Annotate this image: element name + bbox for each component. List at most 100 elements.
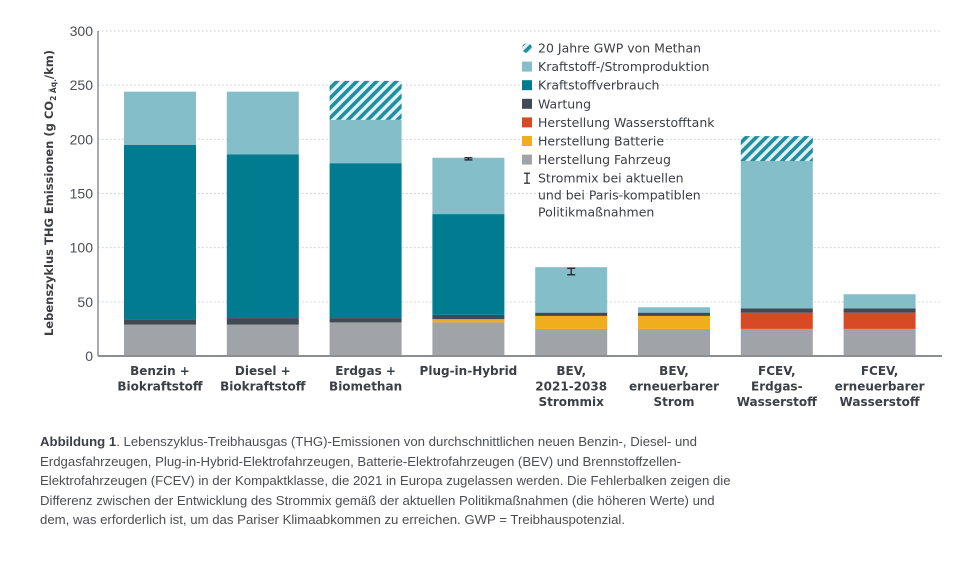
bar-segment [740,308,813,313]
y-axis-label-unit: /km) [42,50,56,79]
legend-swatch [522,61,532,72]
bar-stack [843,294,916,356]
y-tick-label: 300 [70,23,94,39]
stacked-bar-chart: 0 50 100 150 200 250 300 Lebenszyklus THG Emis… [42,23,942,409]
category-label: FCEV, Erdgas-Wasserstoff [737,364,817,409]
bar-segment [329,163,402,319]
category-label-line: Diesel + [235,364,291,378]
y-tick-label: 250 [70,77,94,93]
category-label: FCEV, erneuerbarer Wasserstoff [835,364,925,409]
bar-segment [740,136,813,161]
category-label-line: Erdgas- [751,380,803,394]
bar-segment [226,318,299,325]
category-label-line: Benzin + [130,364,190,378]
bar-stack [329,80,402,356]
bar-segment [740,312,813,329]
bar-segment [638,312,710,316]
legend-label-continued: Politikmaßnahmen [538,205,654,220]
bar-segment [638,315,710,329]
bar-segment [226,324,299,356]
category-label-line: Wasserstoff [737,395,817,409]
bar-stack [638,307,710,356]
legend-swatch [522,117,532,128]
bar-segment [843,294,916,309]
category-label: Erdgas + Biomethan [329,364,402,394]
bar-segment [432,157,505,215]
category-label-line: Plug-in-Hybrid [420,364,518,378]
caption-text: . Lebenszyklus-Treibhausgas (THG)-Emissi… [40,434,731,527]
bar-stack [535,267,608,356]
bar-segment [740,328,813,356]
category-label: Plug-in-Hybrid [420,364,518,378]
category-label-line: FCEV, [861,364,899,378]
bar-stack [432,157,505,356]
y-axis-label-subscript: 2 Äq. [49,79,58,101]
category-label: BEV, 2021-2038 Strommix [535,364,607,409]
legend-label: Herstellung Fahrzeug [538,152,671,167]
bar-segment [432,214,505,315]
legend-item: Herstellung Wasserstofftank [522,115,715,130]
bar-segment [638,328,710,356]
bars [124,80,916,356]
bar-segment [124,319,196,325]
bar-segment [843,312,916,329]
bar-segment [535,312,608,316]
category-label-line: Strom [653,395,694,409]
bar-segment [843,328,916,356]
category-labels: Benzin + Biokraftstoff Diesel + Biokraftsto… [117,364,924,409]
bar-segment [329,322,402,356]
legend-item: Wartung [522,96,591,111]
bar-stack [740,136,813,356]
figure-caption: Abbildung 1. Lebenszyklus-Treibhausgas (… [40,432,740,530]
legend-label-continued: und bei Paris-kompatiblen [538,188,701,203]
bar-segment [432,322,505,356]
category-label: Diesel + Biokraftstoff [220,364,306,394]
legend-swatch [522,136,532,146]
y-tick-label: 150 [70,186,94,202]
bar-segment [124,324,196,356]
category-label-line: Wasserstoff [840,395,920,409]
caption-label: Abbildung 1 [40,434,117,449]
bar-segment [329,80,402,120]
legend-errorbar-icon [524,172,530,184]
y-tick-labels: 0 50 100 150 200 250 300 [70,23,94,364]
error-bar [567,267,576,276]
bar-segment [740,161,813,309]
bar-segment [124,91,196,145]
y-tick-label: 100 [70,240,94,256]
axes [97,31,942,357]
y-tick-label: 50 [77,294,93,310]
legend-swatch [522,80,532,91]
category-label-line: Biomethan [329,380,402,394]
category-label: BEV, erneuerbarer Strom [629,364,719,409]
bar-segment [432,314,505,320]
legend-item: Herstellung Batterie [522,134,664,149]
legend-label: 20 Jahre GWP von Methan [538,41,701,56]
category-label-line: FCEV, [758,364,796,378]
category-label-line: Strommix [538,395,604,409]
category-label: Benzin + Biokraftstoff [117,364,203,394]
y-axis-label-main: Lebenszyklus THG Emissionen (g CO [42,101,56,336]
legend-swatch-hatch [522,43,532,53]
legend-label: Kraftstoffverbrauch [538,78,659,93]
legend-item: Kraftstoffverbrauch [522,78,659,93]
category-label-line: 2021-2038 [535,380,607,394]
category-label-line: erneuerbarer [835,380,925,394]
bar-segment [843,308,916,313]
bar-segment [535,328,608,356]
bar-segment [432,319,505,323]
y-axis-label: Lebenszyklus THG Emissionen (g CO2 Äq./k… [42,50,58,336]
bar-segment [329,318,402,323]
error-bar [464,157,473,161]
legend-label: Herstellung Wasserstofftank [538,115,715,130]
category-label-line: BEV, [659,364,689,378]
y-tick-label: 200 [70,131,94,147]
legend-swatch [522,154,532,165]
bar-segment [535,315,608,329]
bar-segment [226,91,299,155]
bar-stack [226,91,299,356]
legend-swatch [522,98,532,109]
y-tick-label: 0 [85,348,93,364]
bar-segment [329,119,402,164]
error-bars [464,157,576,276]
